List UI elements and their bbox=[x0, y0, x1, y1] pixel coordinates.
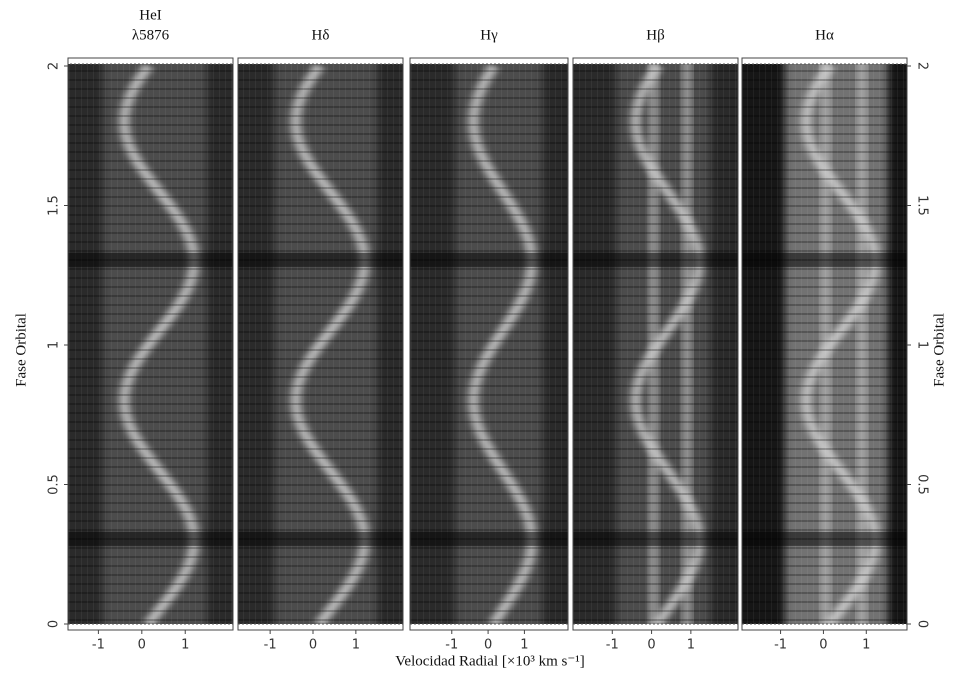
dark-row bbox=[410, 252, 568, 267]
y-axis-label-right: Fase Orbital bbox=[931, 313, 947, 387]
x-tick-label: 1 bbox=[687, 638, 695, 653]
spectrum-image bbox=[68, 58, 233, 630]
y-tick-label-right: 0.5 bbox=[915, 474, 930, 495]
panel-frame bbox=[237, 57, 404, 631]
panel-title: Hβ bbox=[646, 27, 664, 43]
x-tick-label: 1 bbox=[862, 638, 870, 653]
spectrum-image bbox=[410, 58, 568, 630]
x-tick-label: -1 bbox=[774, 638, 787, 653]
panel-title: Hα bbox=[815, 27, 834, 43]
y-axis-label: Fase Orbital bbox=[13, 313, 29, 387]
panel-frame bbox=[572, 57, 739, 631]
y-tick-label: 1.5 bbox=[47, 195, 62, 216]
dark-row bbox=[238, 531, 403, 546]
dark-row bbox=[742, 531, 907, 546]
x-tick-label: 0 bbox=[819, 638, 827, 653]
x-tick-label: -1 bbox=[445, 638, 458, 653]
top-strip bbox=[741, 57, 908, 65]
panel bbox=[741, 57, 908, 631]
top-strip bbox=[572, 57, 739, 65]
spectrum-image bbox=[573, 58, 738, 630]
dark-row bbox=[573, 252, 738, 267]
panel-frame bbox=[409, 57, 569, 631]
panel-title: Hδ bbox=[312, 27, 330, 43]
dark-row bbox=[410, 531, 568, 546]
panel bbox=[409, 57, 569, 631]
top-strip bbox=[67, 57, 234, 65]
panel-frame bbox=[741, 57, 908, 631]
y-tick-label-right: 1 bbox=[915, 341, 930, 349]
bottom-strip bbox=[741, 623, 908, 631]
y-tick-label-right: 2 bbox=[915, 62, 930, 70]
y-tick-label-right: 1.5 bbox=[915, 195, 930, 216]
y-tick-label: 0 bbox=[47, 620, 62, 628]
bottom-strip bbox=[572, 623, 739, 631]
y-tick-label: 1 bbox=[47, 341, 62, 349]
panel bbox=[237, 57, 404, 631]
bottom-strip bbox=[409, 623, 569, 631]
spectrum-image bbox=[742, 58, 907, 630]
panel-title: λ5876 bbox=[132, 27, 170, 43]
y-tick-label: 2 bbox=[47, 62, 62, 70]
x-tick-label: -1 bbox=[606, 638, 619, 653]
top-strip bbox=[237, 57, 404, 65]
x-tick-label: 1 bbox=[520, 638, 528, 653]
x-tick-label: -1 bbox=[92, 638, 105, 653]
x-tick-label: 0 bbox=[309, 638, 317, 653]
spectrum-image bbox=[238, 58, 403, 630]
panel-title: HeI bbox=[139, 7, 162, 23]
dark-row bbox=[238, 252, 403, 267]
top-strip bbox=[409, 57, 569, 65]
dark-row bbox=[68, 531, 233, 546]
y-tick-label-right: 0 bbox=[915, 620, 930, 628]
x-axis-label: Velocidad Radial [×10³ km s⁻¹] bbox=[395, 653, 585, 669]
panel bbox=[67, 57, 234, 631]
dark-row bbox=[573, 531, 738, 546]
x-tick-label: 1 bbox=[181, 638, 189, 653]
bottom-strip bbox=[237, 623, 404, 631]
panel-title: Hγ bbox=[480, 27, 498, 43]
x-tick-label: 0 bbox=[138, 638, 146, 653]
bottom-strip bbox=[67, 623, 234, 631]
panel bbox=[572, 57, 739, 631]
panel-frame bbox=[67, 57, 234, 631]
x-tick-label: 0 bbox=[647, 638, 655, 653]
x-tick-label: -1 bbox=[264, 638, 277, 653]
x-tick-label: 1 bbox=[352, 638, 360, 653]
x-tick-label: 0 bbox=[484, 638, 492, 653]
dark-row bbox=[68, 252, 233, 267]
dark-row bbox=[742, 252, 907, 267]
y-tick-label: 0.5 bbox=[47, 474, 62, 495]
